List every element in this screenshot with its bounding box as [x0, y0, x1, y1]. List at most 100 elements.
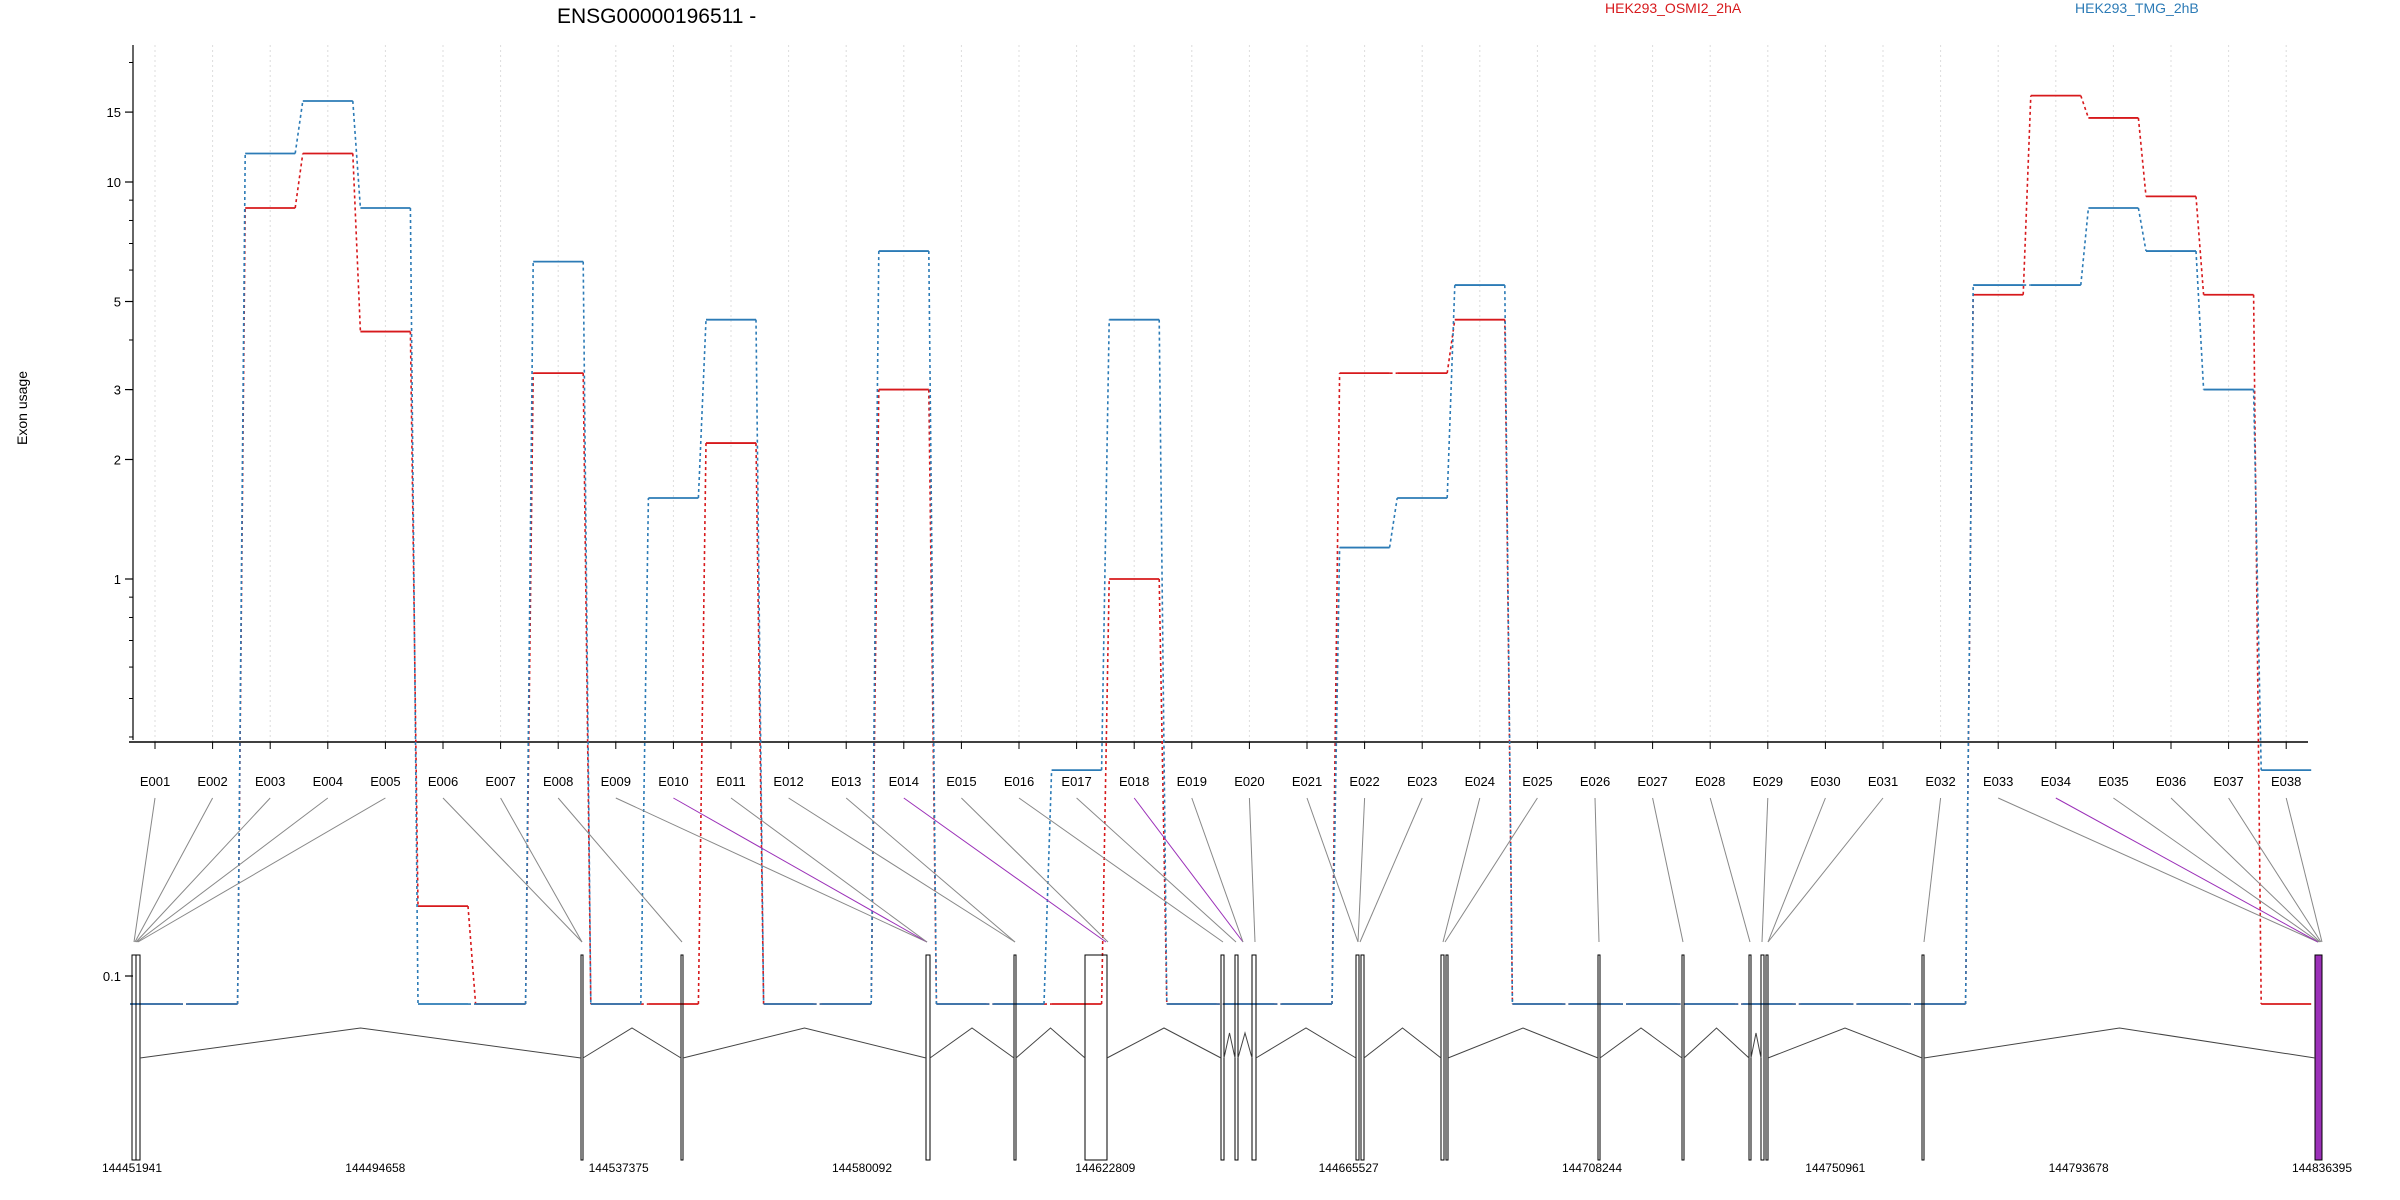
genomic-position-label: 144793678	[2049, 1161, 2109, 1175]
exon-connector-line	[1761, 797, 1769, 943]
exon-usage-connector	[1100, 319, 1110, 771]
y-tick-label: 0.1	[103, 969, 121, 984]
x-tick-label: E029	[1753, 774, 1783, 789]
exon-box	[1921, 954, 1925, 1161]
exon-usage-connector	[697, 319, 707, 498]
exon-connector-line	[135, 797, 271, 943]
genomic-position-label: 144708244	[1562, 1161, 1622, 1175]
exon-usage-connector	[2195, 196, 2205, 295]
exon-connector-line	[1191, 797, 1244, 943]
x-tick-label: E031	[1868, 774, 1898, 789]
exon-connector-line	[137, 797, 386, 943]
exon-usage-connector	[755, 319, 765, 1005]
exon-usage-connector	[1331, 547, 1341, 1005]
x-tick-label: E006	[428, 774, 458, 789]
x-tick-label: E038	[2271, 774, 2301, 789]
x-tick-label: E024	[1465, 774, 1495, 789]
intron-line	[929, 1027, 1015, 1059]
exon-connector-line	[1076, 797, 1237, 943]
genomic-position-label: 144451941	[102, 1161, 162, 1175]
gridlines	[154, 45, 2287, 742]
x-tick-label: E010	[658, 774, 688, 789]
exon-box	[680, 954, 684, 1161]
exon-connector-line	[2285, 797, 2323, 943]
exon-connector-line	[788, 797, 1016, 943]
exon-usage-connector	[409, 207, 419, 1005]
intron-line	[682, 1027, 927, 1059]
exon-box	[1220, 954, 1225, 1161]
exon-connector-line	[1442, 797, 1481, 943]
x-tick-label: E027	[1637, 774, 1667, 789]
exon-usage-connector	[294, 100, 304, 154]
x-tick-label: E036	[2156, 774, 2186, 789]
y-tick-label: 1	[114, 572, 121, 587]
exon-connector-line	[1357, 797, 1366, 943]
exon-usage-connector	[236, 153, 246, 1005]
exon-connector-line	[134, 797, 214, 943]
exon-connector-line	[136, 797, 329, 943]
genomic-position-label: 144750961	[1805, 1161, 1865, 1175]
exon-usage-connector	[2195, 251, 2205, 390]
exon-connector-line	[1997, 797, 2319, 943]
genomic-position-axis: 144451941 144494658 144537375 144580092 1446…	[102, 1161, 2352, 1175]
x-tick-label: E025	[1522, 774, 1552, 789]
exon-usage-connector	[524, 373, 534, 1005]
x-tick-label: E033	[1983, 774, 2013, 789]
x-tick-label: E012	[773, 774, 803, 789]
x-tick-label: E026	[1580, 774, 1610, 789]
exon-connector-line	[1767, 797, 1884, 943]
x-tick-label: E028	[1695, 774, 1725, 789]
exon-connector-line	[615, 797, 928, 943]
exon-box	[1765, 954, 1769, 1161]
y-tick-label: 2	[114, 452, 121, 467]
exon-box	[1445, 954, 1449, 1161]
x-tick-label: E022	[1349, 774, 1379, 789]
legend-series-b: HEK293_TMG_2hB	[2075, 0, 2199, 16]
exon-connector-line	[1652, 797, 1684, 943]
exon-box	[1440, 954, 1445, 1161]
chart-title: ENSG00000196511 -	[557, 5, 756, 28]
exon-usage-connector	[1331, 373, 1341, 1005]
genomic-position-label: 144836395	[2292, 1161, 2352, 1175]
exon-connector-line	[500, 797, 583, 943]
intron-line	[1447, 1027, 1599, 1059]
x-tick-label: E014	[889, 774, 919, 789]
y-tick-label: 10	[107, 175, 121, 190]
exon-connector-line	[730, 797, 928, 943]
exon-connector-line	[845, 797, 1016, 943]
gene-model-track	[131, 954, 2323, 1161]
x-tick-label: E023	[1407, 774, 1437, 789]
exon-usage-connector	[352, 153, 362, 332]
axes: 0.1 1 2 3 5 10 15 E001 E002 E003 E004 E005 E006 E007 E…	[103, 45, 2308, 984]
exon-box	[2314, 954, 2323, 1161]
x-tick-label: E035	[2098, 774, 2128, 789]
exon-usage-connector	[2080, 95, 2090, 119]
x-tick-label: E002	[197, 774, 227, 789]
exon-box	[1760, 954, 1765, 1161]
x-tick-label: E018	[1119, 774, 1149, 789]
exon-connector-line	[1594, 797, 1600, 943]
exon-usage-connector	[2137, 207, 2147, 252]
intron-line	[1683, 1027, 1750, 1059]
exon-box	[1360, 954, 1365, 1161]
intron-line	[1237, 1031, 1253, 1059]
series-lines	[130, 94, 2312, 1005]
exon-box	[1681, 954, 1685, 1161]
intron-line	[1767, 1027, 1923, 1059]
exon-box	[1251, 954, 1257, 1161]
y-tick-label: 3	[114, 383, 121, 398]
legend-series-a: HEK293_OSMI2_2hA	[1605, 0, 1742, 16]
exon-usage-connector	[697, 443, 707, 1005]
x-tick-label: E020	[1234, 774, 1264, 789]
x-tick-label: E034	[2041, 774, 2071, 789]
exon-connector-line	[1767, 797, 1826, 943]
x-tick-label: E030	[1810, 774, 1840, 789]
y-axis-title: Exon usage	[14, 371, 30, 445]
exon-usage-connector	[640, 497, 650, 1005]
exon-usage-connector	[467, 906, 477, 1005]
genomic-position-label: 144494658	[345, 1161, 405, 1175]
y-tick-label: 5	[114, 295, 121, 310]
x-tick-label: E008	[543, 774, 573, 789]
exon-connector-line	[2228, 797, 2322, 943]
exon-connector-line	[961, 797, 1109, 943]
